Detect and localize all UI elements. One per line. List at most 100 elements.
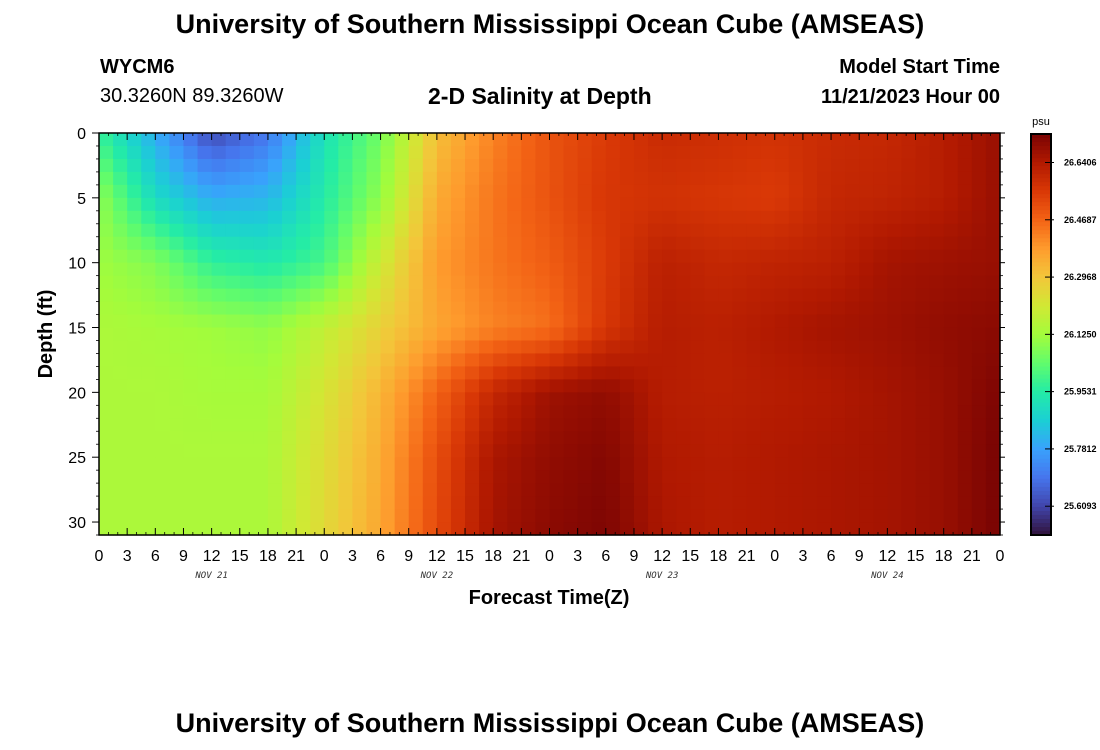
heatmap-cell [127, 522, 142, 536]
heatmap-cell [563, 314, 579, 329]
heatmap-cell [873, 353, 888, 368]
heatmap-cell [465, 301, 480, 316]
heatmap-cell [633, 392, 649, 406]
heatmap-cell [648, 483, 663, 497]
heatmap-cell [183, 379, 199, 393]
heatmap-cell [408, 275, 424, 290]
heatmap-cell [352, 470, 368, 484]
heatmap-cell [929, 379, 945, 393]
heatmap-cell [901, 197, 917, 212]
heatmap-cell [549, 262, 565, 277]
heatmap-cell [718, 457, 734, 471]
heatmap-cell [957, 158, 973, 173]
heatmap-cell [760, 457, 776, 471]
heatmap-cell [267, 288, 283, 303]
heatmap-cell [450, 133, 466, 147]
heatmap-cell [676, 184, 691, 199]
heatmap-cell [845, 197, 860, 212]
heatmap-cell [760, 158, 776, 173]
heatmap-cell [127, 288, 142, 303]
heatmap-cell [352, 353, 368, 368]
heatmap-cell [366, 171, 382, 186]
heatmap-cell [366, 262, 382, 277]
y-tick-label: 25 [68, 450, 86, 467]
heatmap-cell [521, 405, 537, 419]
heatmap-cell [760, 405, 776, 419]
heatmap-cell [127, 184, 142, 199]
heatmap-cell [479, 184, 494, 199]
heatmap-cell [310, 249, 325, 264]
heatmap-cell [732, 379, 748, 393]
heatmap-cell [479, 392, 494, 406]
heatmap-cell [507, 496, 522, 510]
heatmap-cell [676, 210, 691, 225]
heatmap-cell [718, 262, 734, 277]
heatmap-cell [816, 496, 832, 510]
heatmap-cell [859, 366, 874, 380]
heatmap-cell [943, 184, 959, 199]
heatmap-cell [352, 262, 368, 277]
heatmap-cell [422, 301, 438, 316]
heatmap-cell [310, 133, 325, 147]
heatmap-cell [225, 145, 241, 160]
heatmap-cell [577, 236, 593, 251]
heatmap-cell [267, 223, 283, 238]
heatmap-cell [831, 275, 846, 290]
heatmap-cell [422, 275, 438, 290]
heatmap-cell [253, 496, 269, 510]
heatmap-cell [267, 158, 283, 173]
heatmap-cell [141, 392, 156, 406]
heatmap-cell [887, 470, 903, 484]
heatmap-cell [394, 340, 410, 355]
heatmap-cell [788, 431, 804, 445]
heatmap-cell [957, 145, 973, 160]
heatmap-cell [802, 197, 818, 212]
heatmap-cell [169, 431, 185, 445]
heatmap-cell [282, 379, 297, 393]
x-tick-label: 15 [231, 548, 249, 565]
heatmap-cell [450, 418, 466, 432]
heatmap-cell [929, 457, 945, 471]
heatmap-cell [99, 262, 114, 277]
heatmap-cell [704, 197, 720, 212]
heatmap-cell [633, 197, 649, 212]
heatmap-cell [831, 392, 846, 406]
heatmap-cell [845, 249, 860, 264]
heatmap-cell [690, 470, 705, 484]
heatmap-cell [746, 418, 762, 432]
heatmap-cell [183, 522, 199, 536]
heatmap-cell [873, 210, 888, 225]
heatmap-cell [507, 262, 522, 277]
heatmap-cell [352, 158, 368, 173]
heatmap-cell [915, 392, 931, 406]
colorbar-swatch [1031, 454, 1051, 460]
heatmap-cell [831, 314, 846, 329]
heatmap-cell [436, 483, 452, 497]
heatmap-cell [774, 509, 790, 523]
heatmap-cell [887, 483, 903, 497]
heatmap-cell [732, 275, 748, 290]
heatmap-cell [929, 314, 945, 329]
heatmap-cell [732, 470, 748, 484]
heatmap-cell [605, 366, 621, 380]
heatmap-cell [831, 184, 846, 199]
heatmap-cell [324, 405, 339, 419]
heatmap-cell [197, 509, 213, 523]
heatmap-cell [591, 405, 607, 419]
heatmap-cell [183, 288, 199, 303]
heatmap-cell [746, 431, 762, 445]
heatmap-cell [141, 444, 156, 458]
colorbar-swatch [1031, 298, 1051, 303]
heatmap-cell [141, 457, 156, 471]
heatmap-cell [971, 288, 987, 303]
heatmap-cell [901, 379, 917, 393]
colorbar-swatch [1031, 414, 1051, 420]
heatmap-cell [380, 444, 396, 458]
heatmap-cell [99, 353, 114, 368]
heatmap-cell [169, 340, 185, 355]
heatmap-cell [408, 366, 424, 380]
heatmap-cell [282, 431, 297, 445]
heatmap-cell [633, 314, 649, 329]
heatmap-cell [267, 236, 283, 251]
heatmap-cell [591, 353, 607, 368]
